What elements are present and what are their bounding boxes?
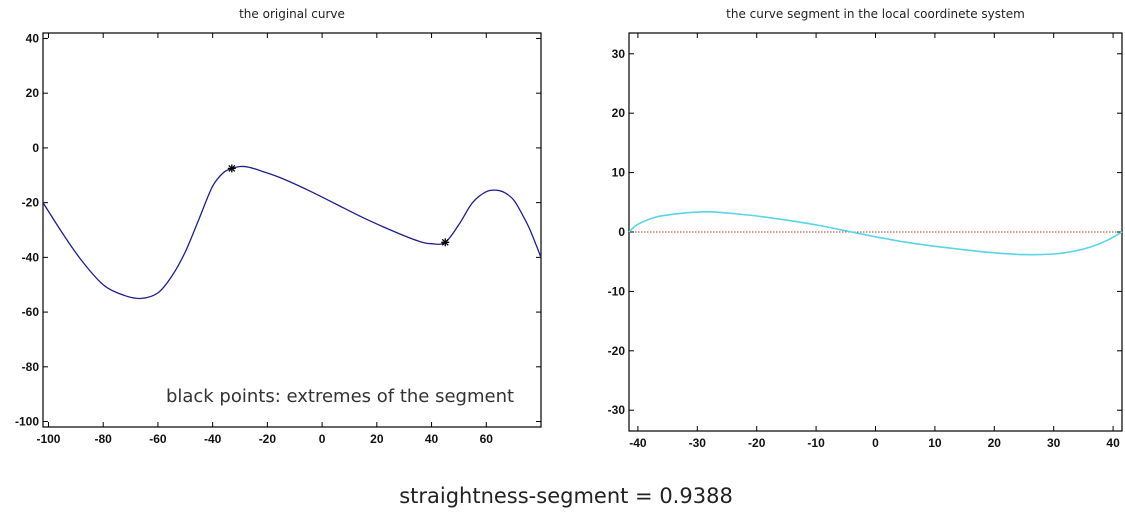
axis-ticks: -100 -80 -60 -40 -20 0 20 40 60 40 20 0 -20 -40 -60 -80… bbox=[15, 31, 541, 446]
y-tick-label: 10 bbox=[612, 166, 626, 180]
y-tick-label: -80 bbox=[22, 360, 40, 374]
chart-title: the original curve bbox=[239, 7, 345, 21]
y-tick-label: 20 bbox=[612, 106, 626, 120]
x-tick-label: 0 bbox=[872, 436, 879, 450]
x-tick-label: -60 bbox=[149, 432, 167, 446]
x-tick-label: 10 bbox=[928, 436, 942, 450]
segment-extreme-point bbox=[227, 164, 236, 173]
y-tick-label: -100 bbox=[15, 415, 39, 429]
x-tick-label: 20 bbox=[370, 432, 384, 446]
y-tick-label: -10 bbox=[608, 284, 626, 298]
x-tick-label: -20 bbox=[259, 432, 277, 446]
series-line bbox=[628, 210, 1123, 256]
x-tick-label: 60 bbox=[480, 432, 494, 446]
local-segment-chart: the curve segment in the local coordinet… bbox=[608, 7, 1123, 450]
y-tick-label: -60 bbox=[22, 305, 40, 319]
x-tick-label: -10 bbox=[807, 436, 825, 450]
segment-extreme-markers bbox=[227, 164, 450, 247]
y-tick-label: -20 bbox=[22, 196, 40, 210]
y-tick-label: -20 bbox=[608, 344, 626, 358]
y-tick-label: 30 bbox=[612, 47, 626, 61]
y-tick-label: 0 bbox=[618, 225, 625, 239]
series-line bbox=[42, 165, 542, 300]
x-tick-label: 40 bbox=[1106, 436, 1120, 450]
x-tick-label: -20 bbox=[748, 436, 766, 450]
original-curve-chart: the original curve -100 -80 -60 -40 -20 0 20 40… bbox=[15, 7, 542, 446]
x-tick-label: 0 bbox=[319, 432, 326, 446]
annotation-text: black points: extremes of the segment bbox=[166, 386, 514, 407]
x-tick-label: -40 bbox=[629, 436, 647, 450]
y-tick-label: -30 bbox=[608, 403, 626, 417]
x-tick-label: -30 bbox=[689, 436, 707, 450]
x-tick-label: -80 bbox=[95, 432, 113, 446]
x-tick-label: 30 bbox=[1047, 436, 1061, 450]
y-tick-label: 20 bbox=[26, 86, 40, 100]
y-tick-label: 40 bbox=[26, 31, 40, 45]
x-tick-label: 40 bbox=[425, 432, 439, 446]
y-tick-label: 0 bbox=[32, 141, 39, 155]
x-tick-label: -100 bbox=[36, 432, 60, 446]
x-tick-label: 20 bbox=[988, 436, 1002, 450]
x-tick-label: -40 bbox=[204, 432, 222, 446]
axis-ticks: -40 -30 -20 -10 0 10 20 30 40 30 20 10 0 -10 -20 -30 bbox=[608, 33, 1122, 450]
plot-frame bbox=[42, 32, 542, 428]
y-tick-label: -40 bbox=[22, 250, 40, 264]
segment-extreme-point bbox=[441, 238, 450, 247]
chart-title: the curve segment in the local coordinet… bbox=[726, 7, 1025, 21]
straightness-readout: straightness-segment = 0.9388 bbox=[399, 484, 733, 508]
